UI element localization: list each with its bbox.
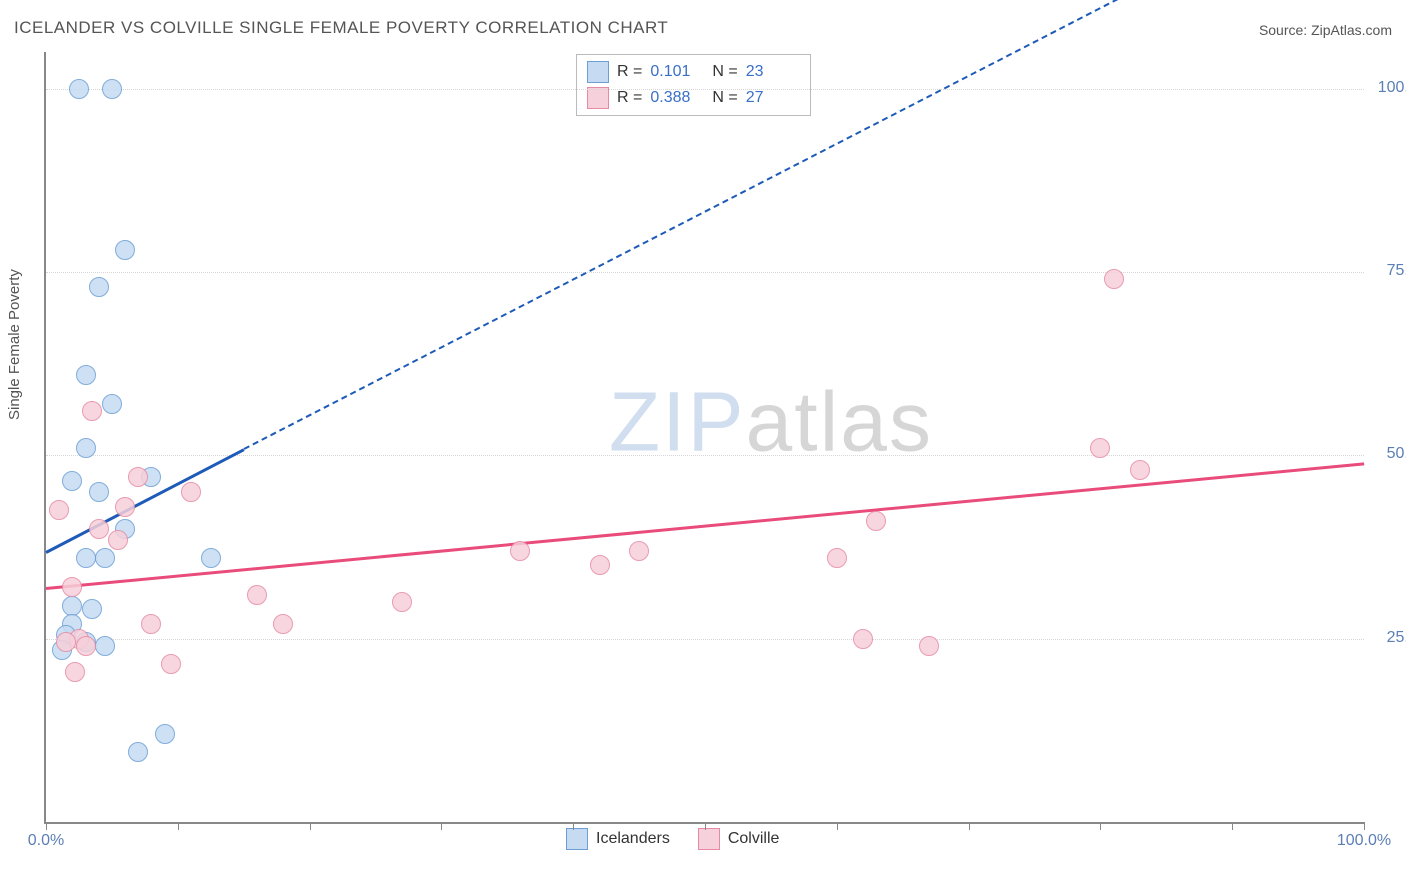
data-point-colville bbox=[919, 636, 939, 656]
watermark-zip: ZIP bbox=[609, 374, 746, 468]
legend-item: Icelanders bbox=[566, 828, 670, 850]
x-tick bbox=[837, 822, 838, 830]
data-point-colville bbox=[1130, 460, 1150, 480]
data-point-icelanders bbox=[102, 394, 122, 414]
data-point-colville bbox=[866, 511, 886, 531]
x-tick-label: 0.0% bbox=[28, 832, 64, 850]
source-attribution: Source: ZipAtlas.com bbox=[1259, 22, 1392, 38]
x-tick bbox=[705, 822, 706, 830]
trend-line bbox=[46, 463, 1364, 591]
x-tick bbox=[969, 822, 970, 830]
legend-swatch bbox=[587, 61, 609, 83]
data-point-icelanders bbox=[89, 482, 109, 502]
gridline-h bbox=[46, 272, 1364, 273]
correlation-legend: R = 0.101 N = 23 R = 0.388 N = 27 bbox=[576, 54, 811, 116]
data-point-icelanders bbox=[76, 438, 96, 458]
data-point-colville bbox=[1104, 269, 1124, 289]
legend-n-value: 23 bbox=[746, 63, 800, 81]
source-link[interactable]: ZipAtlas.com bbox=[1311, 22, 1392, 38]
legend-r-value: 0.388 bbox=[650, 89, 704, 107]
legend-r-label: R = bbox=[617, 63, 642, 81]
legend-item: Colville bbox=[698, 828, 780, 850]
data-point-colville bbox=[247, 585, 267, 605]
legend-swatch bbox=[698, 828, 720, 850]
data-point-icelanders bbox=[76, 365, 96, 385]
data-point-icelanders bbox=[62, 596, 82, 616]
data-point-colville bbox=[65, 662, 85, 682]
x-tick-label: 100.0% bbox=[1337, 832, 1391, 850]
y-axis-label: Single Female Poverty bbox=[6, 269, 23, 420]
legend-r-value: 0.101 bbox=[650, 63, 704, 81]
data-point-icelanders bbox=[76, 548, 96, 568]
data-point-colville bbox=[161, 654, 181, 674]
trend-line bbox=[45, 448, 244, 553]
legend-n-label: N = bbox=[712, 89, 737, 107]
data-point-icelanders bbox=[69, 79, 89, 99]
data-point-colville bbox=[82, 401, 102, 421]
data-point-colville bbox=[853, 629, 873, 649]
y-tick-label: 50.0% bbox=[1372, 445, 1406, 463]
series-legend: Icelanders Colville bbox=[566, 828, 779, 850]
data-point-colville bbox=[128, 467, 148, 487]
data-point-colville bbox=[76, 636, 96, 656]
x-tick bbox=[441, 822, 442, 830]
data-point-colville bbox=[181, 482, 201, 502]
data-point-icelanders bbox=[201, 548, 221, 568]
data-point-icelanders bbox=[102, 79, 122, 99]
data-point-colville bbox=[1090, 438, 1110, 458]
x-tick bbox=[1364, 822, 1365, 830]
gridline-h bbox=[46, 639, 1364, 640]
legend-swatch bbox=[566, 828, 588, 850]
chart-plot-area: ZIPatlas R =0.101N =23R =0.388N =27 Icel… bbox=[44, 52, 1364, 824]
gridline-h bbox=[46, 455, 1364, 456]
data-point-icelanders bbox=[95, 548, 115, 568]
data-point-colville bbox=[108, 530, 128, 550]
y-tick-label: 100.0% bbox=[1372, 79, 1406, 97]
legend-n-label: N = bbox=[712, 63, 737, 81]
data-point-colville bbox=[62, 577, 82, 597]
watermark-atlas: atlas bbox=[746, 374, 933, 468]
legend-label: Icelanders bbox=[596, 830, 670, 848]
data-point-colville bbox=[115, 497, 135, 517]
x-tick bbox=[46, 822, 47, 830]
x-tick bbox=[1232, 822, 1233, 830]
data-point-icelanders bbox=[115, 240, 135, 260]
chart-title: ICELANDER VS COLVILLE SINGLE FEMALE POVE… bbox=[14, 18, 668, 38]
legend-swatch bbox=[587, 87, 609, 109]
data-point-icelanders bbox=[95, 636, 115, 656]
data-point-colville bbox=[392, 592, 412, 612]
legend-row: R = 0.101 N = 23 bbox=[587, 59, 800, 85]
y-tick-label: 25.0% bbox=[1372, 629, 1406, 647]
legend-label: Colville bbox=[728, 830, 780, 848]
data-point-icelanders bbox=[82, 599, 102, 619]
data-point-colville bbox=[141, 614, 161, 634]
data-point-colville bbox=[273, 614, 293, 634]
legend-r-label: R = bbox=[617, 89, 642, 107]
data-point-icelanders bbox=[89, 277, 109, 297]
data-point-colville bbox=[827, 548, 847, 568]
source-prefix: Source: bbox=[1259, 22, 1311, 38]
data-point-icelanders bbox=[62, 471, 82, 491]
data-point-icelanders bbox=[155, 724, 175, 744]
x-tick bbox=[573, 822, 574, 830]
data-point-colville bbox=[56, 632, 76, 652]
data-point-icelanders bbox=[128, 742, 148, 762]
x-tick bbox=[310, 822, 311, 830]
data-point-colville bbox=[510, 541, 530, 561]
legend-n-value: 27 bbox=[746, 89, 800, 107]
y-tick-label: 75.0% bbox=[1372, 262, 1406, 280]
data-point-colville bbox=[590, 555, 610, 575]
x-tick bbox=[1100, 822, 1101, 830]
data-point-colville bbox=[49, 500, 69, 520]
gridline-h bbox=[46, 89, 1364, 90]
data-point-colville bbox=[89, 519, 109, 539]
x-tick bbox=[178, 822, 179, 830]
data-point-colville bbox=[629, 541, 649, 561]
